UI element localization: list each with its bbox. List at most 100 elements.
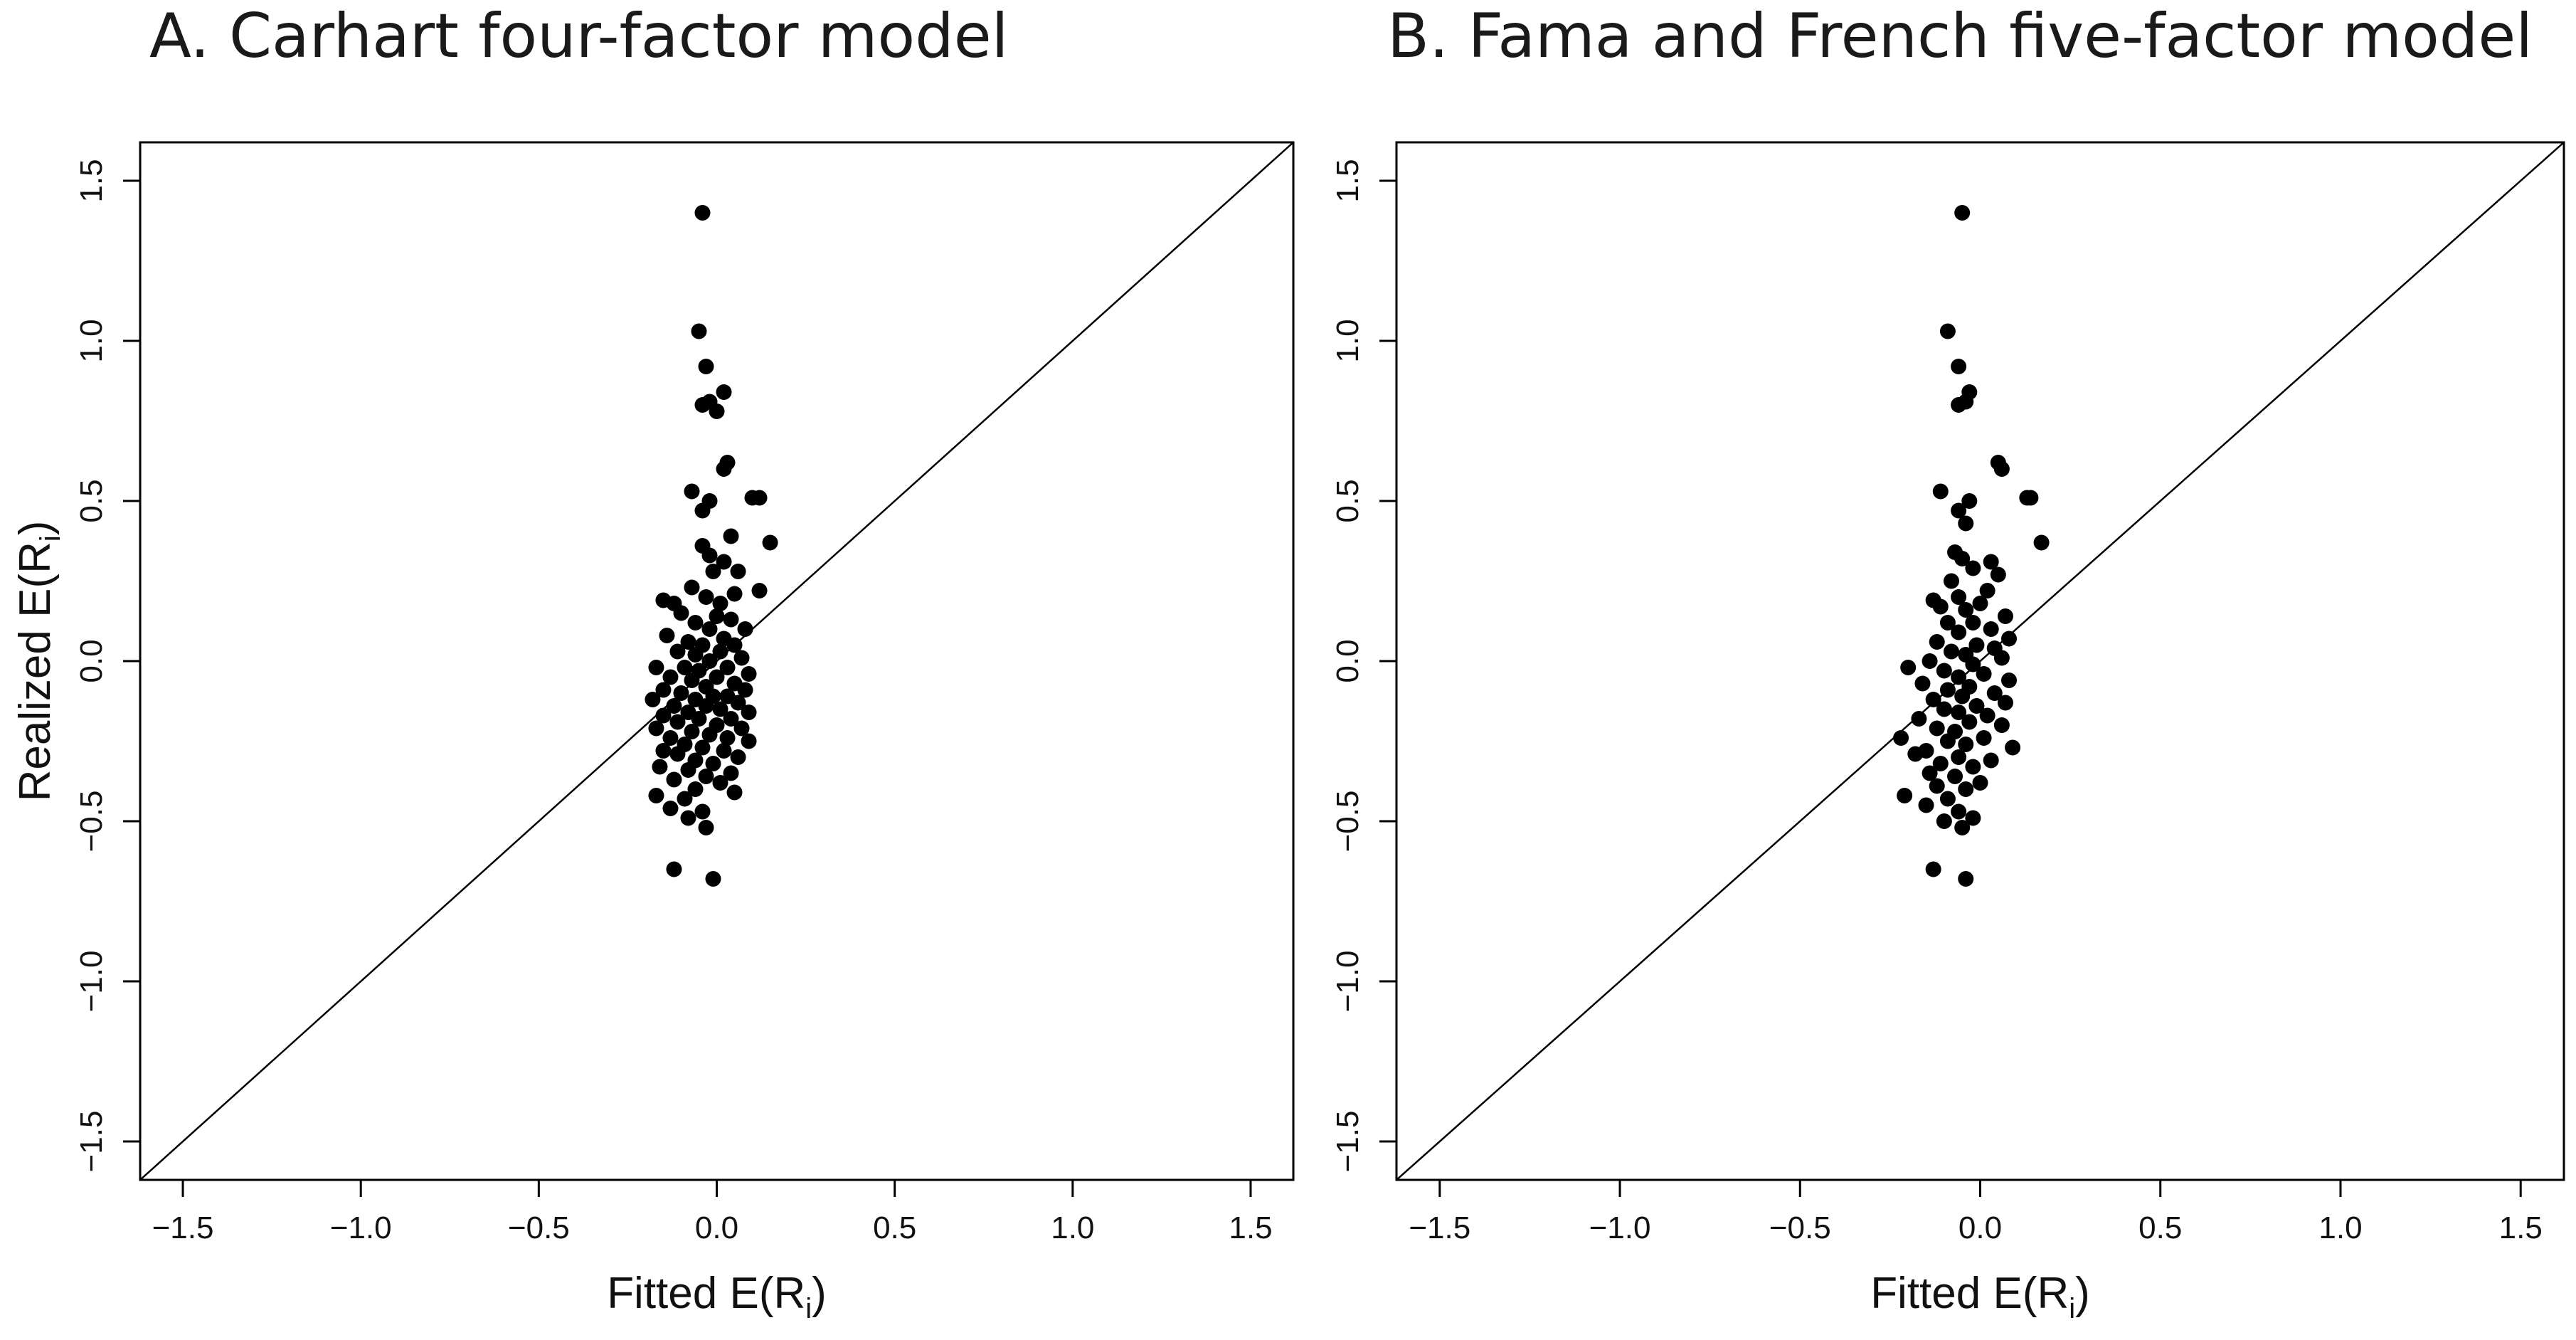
panel-b-data-point xyxy=(1958,602,1974,618)
panel-b-data-point xyxy=(1925,861,1941,877)
panel-a-data-point xyxy=(733,650,750,666)
panel-a-data-point xyxy=(698,769,714,784)
panel-a-data-point xyxy=(762,534,778,551)
panel-b-x-tick-label: −0.5 xyxy=(1769,1210,1831,1245)
panel-a-data-point xyxy=(662,730,679,746)
panel-b-data-point xyxy=(1947,769,1963,784)
panel-b-data-point xyxy=(1972,775,1988,791)
panel-a-data-point xyxy=(687,615,704,631)
panel-a-data-point xyxy=(648,788,664,803)
panel-a-data-point xyxy=(662,669,679,685)
panel-a-data-point xyxy=(680,810,696,826)
panel-a-y-tick-label: 1.0 xyxy=(74,319,109,362)
panel-a-data-point xyxy=(694,502,711,519)
panel-b-title: B. Fama and French five-factor model xyxy=(1387,1,2533,72)
panel-a-x-tick-label: 0.5 xyxy=(873,1210,916,1245)
panel-b-data-point xyxy=(1893,730,1909,746)
panel-a-data-point xyxy=(726,784,743,801)
panel-b-data-point xyxy=(1925,692,1941,707)
panel-a-data-point xyxy=(712,701,728,717)
panel-a-data-point xyxy=(751,583,768,598)
panel-b-data-point xyxy=(1965,560,1981,576)
panel-b-data-point xyxy=(1932,598,1949,615)
panel-b-data-point xyxy=(2033,534,2050,551)
panel-a-data-point xyxy=(694,205,711,221)
panel-a-data-point xyxy=(677,660,693,675)
panel-b-data-point xyxy=(1958,871,1974,887)
panel-a-y-tick-label: 1.5 xyxy=(74,159,109,202)
panel-a-data-point xyxy=(655,743,672,759)
panel-b-data-point xyxy=(1911,711,1927,727)
panel-b-y-tick-label: 1.5 xyxy=(1330,159,1365,202)
panel-b-data-point xyxy=(1914,675,1931,692)
panel-b-data-point xyxy=(1943,573,1959,589)
panel-a-data-point xyxy=(741,705,757,720)
panel-a-title: A. Carhart four-factor model xyxy=(149,1,1009,72)
panel-a-data-point xyxy=(666,861,682,877)
panel-b-data-point xyxy=(1968,698,1985,714)
panel-a-data-point xyxy=(687,647,704,663)
panel-b-y-tick-label: 1.0 xyxy=(1330,319,1365,362)
panel-a-data-point xyxy=(684,672,700,688)
panel-b-data-point xyxy=(1958,737,1974,752)
panel-a-data-point xyxy=(648,720,664,737)
panel-a-data-point xyxy=(680,762,696,778)
panel-b-data-point xyxy=(1951,624,1967,640)
panel-b-data-point xyxy=(1961,493,1978,509)
panel-a-data-point xyxy=(716,743,732,759)
panel-b-data-point xyxy=(1936,663,1952,679)
panel-a-data-point xyxy=(726,586,743,602)
panel-a-data-point xyxy=(719,730,736,746)
panel-b-data-point xyxy=(1951,749,1967,765)
panel-a-data-point xyxy=(694,803,711,820)
panel-a-data-point xyxy=(716,384,732,400)
panel-a-y-tick-label: −1.5 xyxy=(74,1111,109,1173)
panel-b-data-point xyxy=(1939,323,1956,339)
panel-a-data-point xyxy=(669,714,686,730)
panel-b-data-point xyxy=(1954,688,1971,705)
panel-a-data-point xyxy=(705,756,721,771)
panel-b-x-tick-label: −1.5 xyxy=(1409,1210,1470,1245)
panel-b-data-point xyxy=(1951,589,1967,605)
panel-b-data-point xyxy=(1951,502,1967,519)
panel-a-data-point xyxy=(698,698,714,714)
panel-a-y-tick-label: 0.0 xyxy=(74,639,109,682)
panel-b-data-point xyxy=(1939,682,1956,698)
panel-b-data-point xyxy=(1929,634,1945,650)
panel-b-data-point xyxy=(1936,701,1952,717)
panel-a-data-point xyxy=(709,403,725,419)
panel-b-y-tick-label: −0.5 xyxy=(1330,791,1365,853)
panel-a-data-point xyxy=(669,746,686,762)
panel-b-data-point xyxy=(1965,615,1981,631)
panel-b-data-point xyxy=(1943,643,1959,660)
panel-b-x-tick-label: 0.5 xyxy=(2138,1210,2182,1245)
panel-a-data-point xyxy=(684,724,700,739)
panel-a-data-point xyxy=(659,628,675,643)
panel-a-data-point xyxy=(723,611,739,628)
panel-a-data-point xyxy=(737,621,753,637)
panel-b-data-point xyxy=(2005,739,2021,756)
panel-a-x-tick-label: −0.5 xyxy=(508,1210,570,1245)
panel-a-x-tick-label: 1.5 xyxy=(1229,1210,1272,1245)
panel-b-data-point xyxy=(1932,483,1949,500)
panel-a-data-point xyxy=(655,682,672,698)
panel-b-data-point xyxy=(1932,756,1949,771)
panel-a-y-tick-label: −1.0 xyxy=(74,951,109,1013)
panel-b-data-point xyxy=(1961,714,1978,730)
panel-b-data-point xyxy=(1951,803,1967,820)
panel-a-y-axis-label: Realized E(Ri) xyxy=(11,521,66,802)
panel-a-data-point xyxy=(712,643,728,660)
panel-b-data-point xyxy=(1965,759,1981,775)
panel-b-data-point xyxy=(1951,397,1967,413)
panel-b-data-point xyxy=(1954,551,1971,566)
panel-a-carhart: A. Carhart four-factor model −1.5 −1.0 −0.… xyxy=(11,1,1295,1324)
panel-a-x-tick-label: −1.0 xyxy=(330,1210,392,1245)
panel-a-data-point xyxy=(694,739,711,756)
panel-b-identity-line xyxy=(1396,142,2565,1181)
panel-a-data-point xyxy=(648,660,664,675)
panel-a-data-point xyxy=(701,653,718,669)
panel-a-data-point xyxy=(698,820,714,835)
panel-a-data-point xyxy=(723,765,739,781)
panel-b-data-point xyxy=(1983,752,1999,769)
